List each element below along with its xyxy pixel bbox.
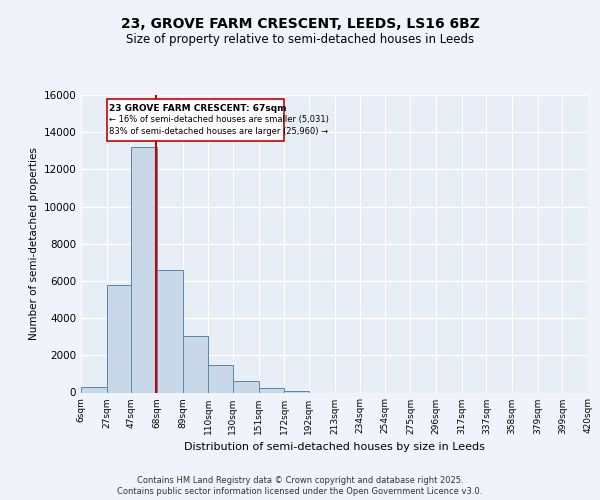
Text: Contains HM Land Registry data © Crown copyright and database right 2025.: Contains HM Land Registry data © Crown c… (137, 476, 463, 485)
Bar (131, 147, 157, 392)
Bar (233, 381, 259, 392)
Bar (107, 98, 284, 142)
Bar (81, 388, 107, 392)
Text: 83% of semi-detached houses are larger (25,960) →: 83% of semi-detached houses are larger (… (109, 126, 328, 136)
Text: Size of property relative to semi-detached houses in Leeds: Size of property relative to semi-detach… (126, 32, 474, 46)
Bar (259, 388, 284, 392)
X-axis label: Distribution of semi-detached houses by size in Leeds: Distribution of semi-detached houses by … (184, 442, 485, 452)
Bar (284, 390, 309, 392)
Bar (157, 270, 182, 392)
Bar (208, 365, 233, 392)
Text: ← 16% of semi-detached houses are smaller (5,031): ← 16% of semi-detached houses are smalle… (109, 116, 329, 124)
Bar (107, 284, 131, 393)
Y-axis label: Number of semi-detached properties: Number of semi-detached properties (29, 148, 39, 340)
Text: 23 GROVE FARM CRESCENT: 67sqm: 23 GROVE FARM CRESCENT: 67sqm (109, 104, 287, 114)
Bar (182, 336, 208, 392)
Text: Contains public sector information licensed under the Open Government Licence v3: Contains public sector information licen… (118, 487, 482, 496)
Text: 23, GROVE FARM CRESCENT, LEEDS, LS16 6BZ: 23, GROVE FARM CRESCENT, LEEDS, LS16 6BZ (121, 18, 479, 32)
